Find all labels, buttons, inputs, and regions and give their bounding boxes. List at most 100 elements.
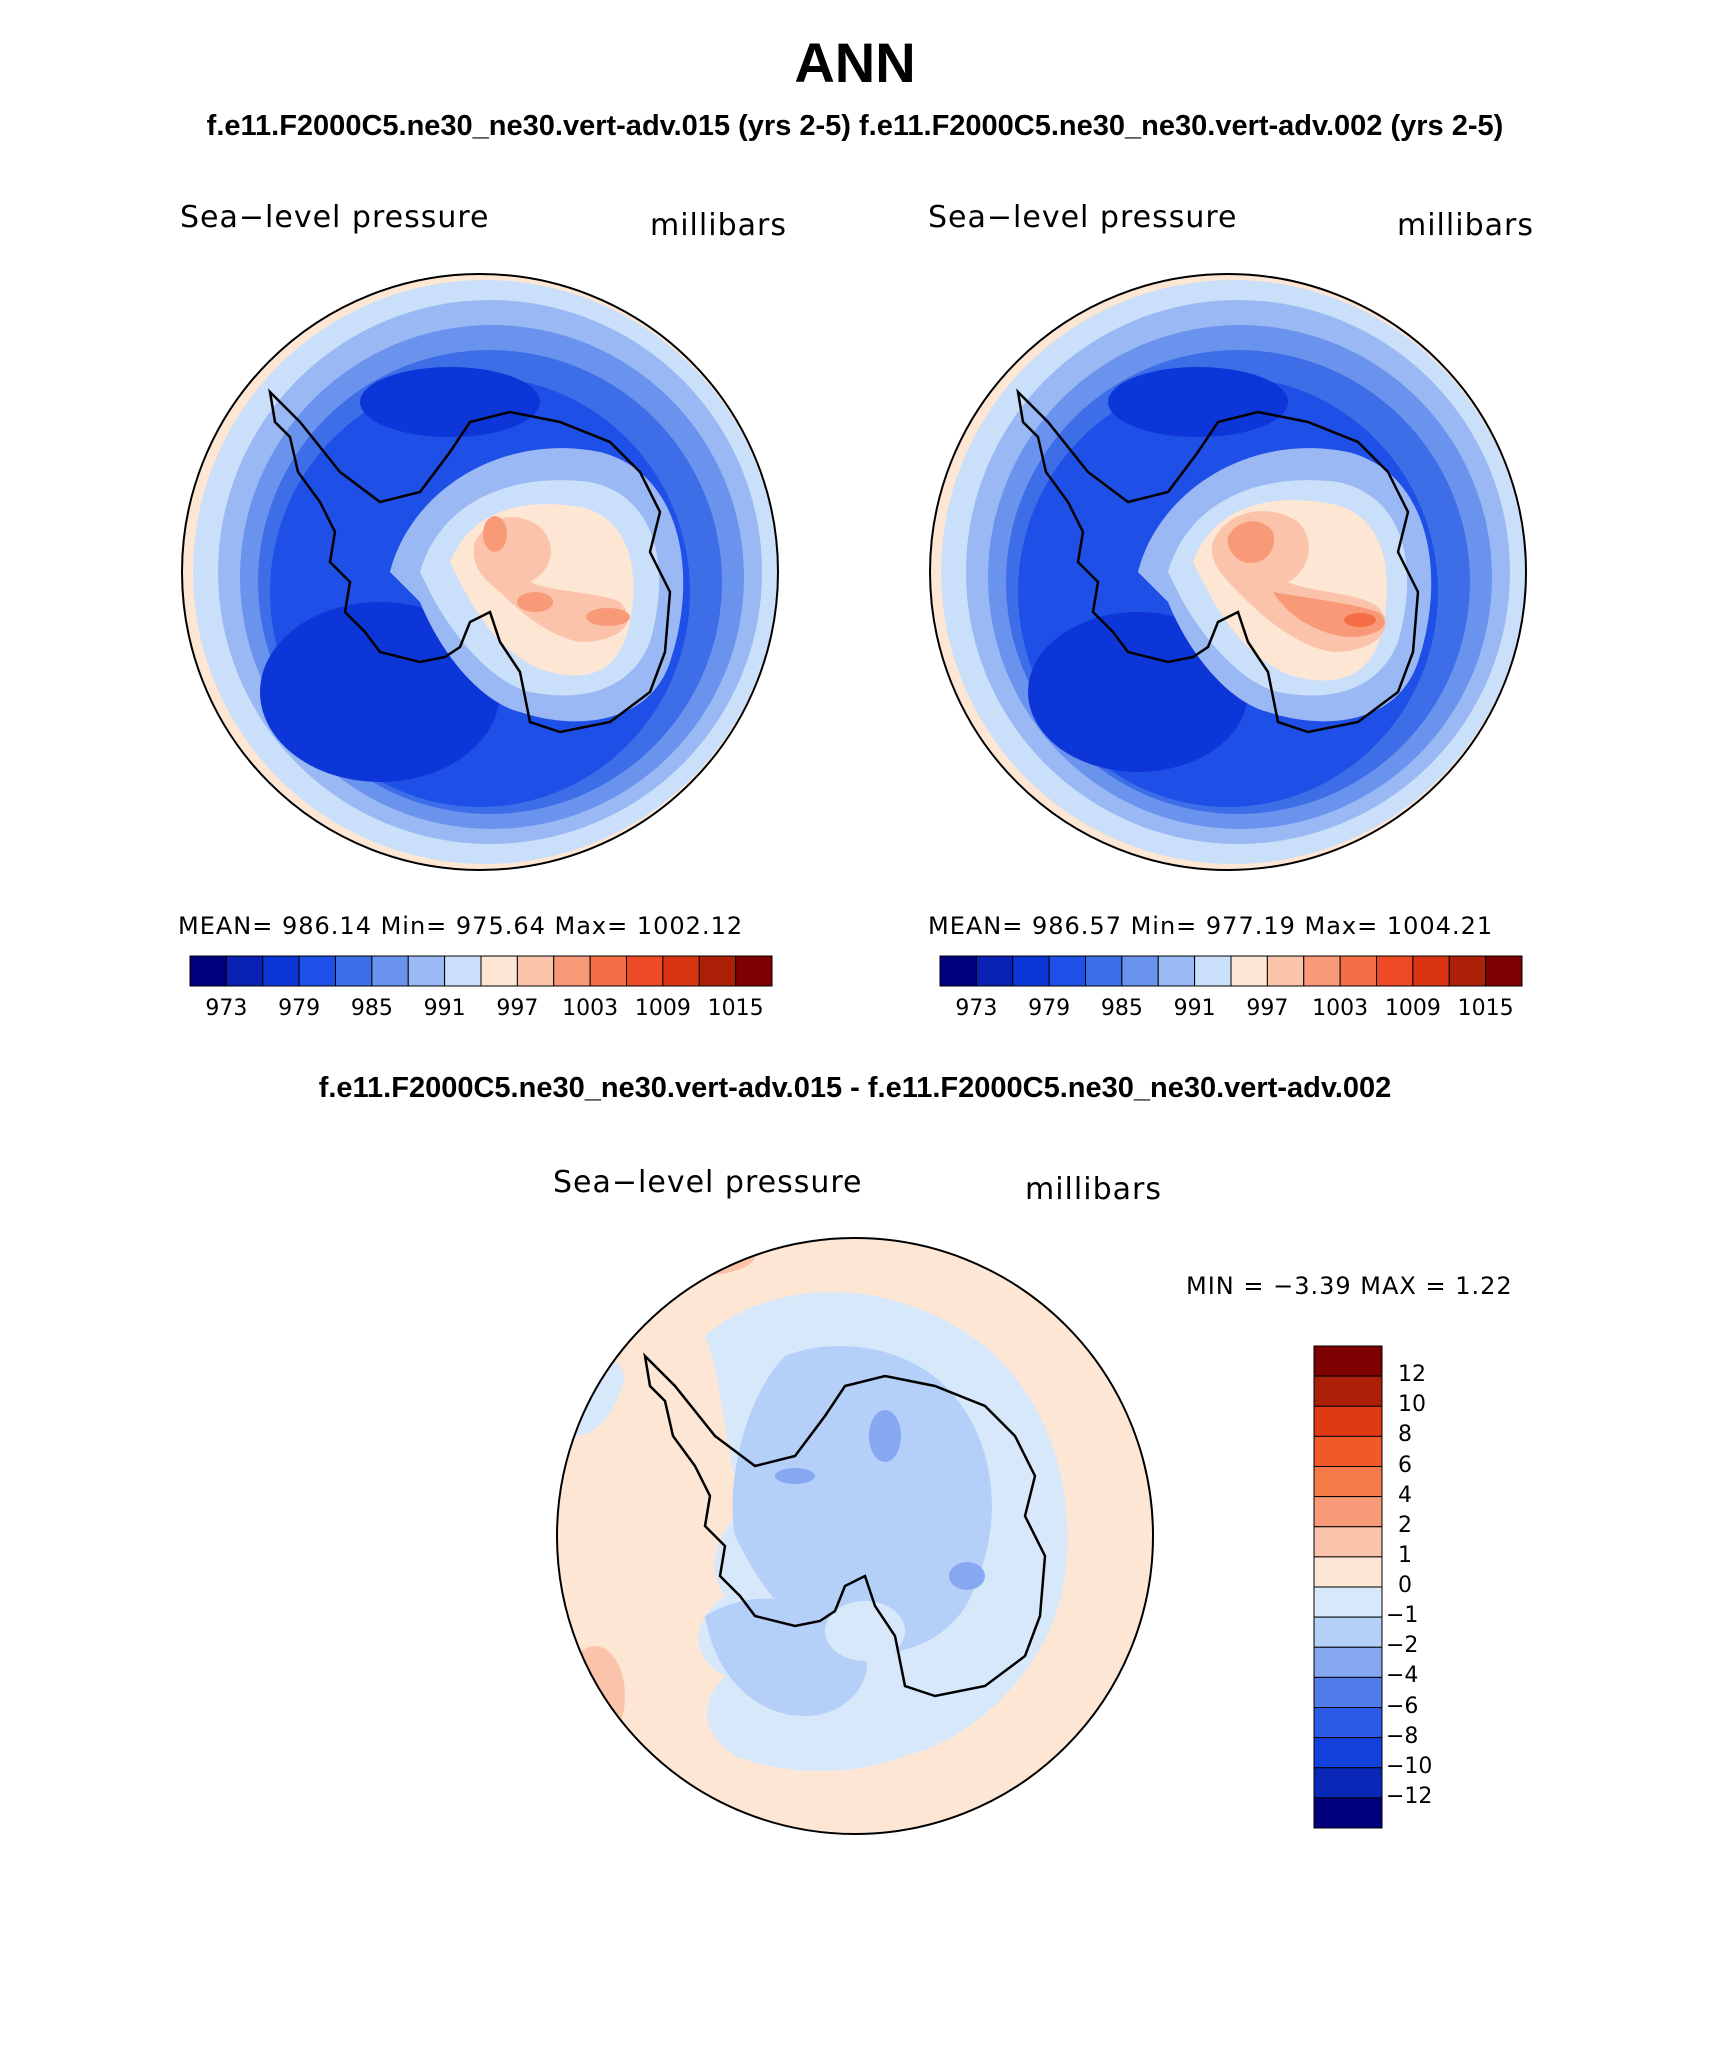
difference-title: f.e11.F2000C5.ne30_ne30.vert-adv.015 - f… bbox=[318, 1072, 1392, 1104]
colorbar-tick-label: 985 bbox=[1100, 996, 1143, 1021]
colorbar-tick-label: 10 bbox=[1398, 1392, 1426, 1418]
colorbar-tick-label: 1015 bbox=[1457, 996, 1514, 1021]
colorbar-swatch bbox=[1048, 955, 1086, 987]
colorbar-swatch bbox=[1012, 955, 1050, 987]
colorbar-swatch bbox=[1313, 1586, 1383, 1618]
difference-variable-label: Sea−level pressure bbox=[553, 1165, 863, 1200]
colorbar-tick-label: 985 bbox=[350, 996, 393, 1021]
colorbar-swatch bbox=[1313, 1767, 1383, 1799]
colorbar-swatch bbox=[371, 955, 409, 987]
colorbar-swatch bbox=[1266, 955, 1305, 987]
colorbar-swatch bbox=[1313, 1405, 1383, 1437]
colorbar-tick-label: 6 bbox=[1398, 1452, 1412, 1478]
panel1-polar-map bbox=[181, 273, 779, 871]
colorbar-swatch bbox=[262, 955, 300, 987]
colorbar-tick-label: −8 bbox=[1386, 1723, 1419, 1749]
difference-minmax: MIN = −3.39 MAX = 1.22 bbox=[1186, 1272, 1513, 1300]
colorbar-swatch bbox=[1230, 955, 1268, 987]
colorbar-swatch bbox=[335, 955, 373, 987]
colorbar-swatch bbox=[1313, 1616, 1383, 1648]
colorbar-swatch bbox=[662, 955, 700, 987]
colorbar-swatch bbox=[589, 955, 627, 987]
difference-polar-map bbox=[556, 1237, 1154, 1835]
panel1-units-label: millibars bbox=[650, 208, 787, 243]
colorbar-swatch bbox=[975, 955, 1014, 987]
panel1-stats: MEAN= 986.14 Min= 975.64 Max= 1002.12 bbox=[178, 912, 744, 940]
panel2-units-label: millibars bbox=[1397, 208, 1534, 243]
colorbar-tick-label: 1 bbox=[1398, 1542, 1412, 1568]
colorbar-tick-label: −10 bbox=[1386, 1753, 1433, 1779]
colorbar-swatch bbox=[1313, 1496, 1383, 1528]
colorbar-swatch bbox=[1313, 1707, 1383, 1739]
colorbar-tick-label: 991 bbox=[1173, 996, 1216, 1021]
colorbar-tick-label: 8 bbox=[1398, 1422, 1412, 1448]
colorbar-swatch bbox=[1194, 955, 1232, 987]
colorbar-tick-label: 979 bbox=[1028, 996, 1071, 1021]
colorbar-swatch bbox=[407, 955, 446, 987]
colorbar-swatch bbox=[516, 955, 555, 987]
colorbar-tick-label: 1003 bbox=[562, 996, 619, 1021]
colorbar-swatch bbox=[189, 955, 227, 987]
panel2-stats: MEAN= 986.57 Min= 977.19 Max= 1004.21 bbox=[928, 912, 1494, 940]
colorbar-swatch bbox=[1313, 1435, 1383, 1467]
colorbar-swatch bbox=[1313, 1737, 1383, 1769]
colorbar-tick-label: 979 bbox=[278, 996, 321, 1021]
colorbar-tick-label: 1009 bbox=[1384, 996, 1441, 1021]
colorbar-swatch bbox=[1157, 955, 1196, 987]
colorbar-tick-label: 1003 bbox=[1312, 996, 1369, 1021]
colorbar-swatch bbox=[298, 955, 336, 987]
colorbar-tick-label: 0 bbox=[1398, 1573, 1412, 1598]
panel2-colorbar-ticks: 973 979 985 991 997 1003 1009 1015 bbox=[940, 996, 1522, 1026]
colorbar-swatch bbox=[735, 955, 773, 987]
colorbar-tick-label: −12 bbox=[1386, 1783, 1433, 1809]
colorbar-tick-label: 991 bbox=[423, 996, 466, 1021]
colorbar-swatch bbox=[1085, 955, 1123, 987]
colorbar-swatch bbox=[1313, 1646, 1383, 1678]
colorbar-swatch bbox=[1412, 955, 1450, 987]
colorbar-tick-label: 1015 bbox=[707, 996, 764, 1021]
colorbar-swatch bbox=[1303, 955, 1341, 987]
colorbar-swatch bbox=[1313, 1676, 1383, 1708]
colorbar-swatch bbox=[1448, 955, 1487, 987]
panel1-variable-label: Sea−level pressure bbox=[180, 200, 490, 235]
figure-subtitle: f.e11.F2000C5.ne30_ne30.vert-adv.015 (yr… bbox=[206, 110, 1504, 142]
colorbar-swatch bbox=[1313, 1345, 1383, 1377]
colorbar-tick-label: 2 bbox=[1398, 1512, 1412, 1538]
panel2-polar-map bbox=[929, 273, 1527, 871]
colorbar-tick-label: −1 bbox=[1386, 1603, 1419, 1629]
colorbar-swatch bbox=[1121, 955, 1159, 987]
difference-units-label: millibars bbox=[1025, 1172, 1162, 1207]
difference-colorbar bbox=[1313, 1345, 1383, 1829]
colorbar-tick-label: 4 bbox=[1398, 1482, 1412, 1508]
colorbar-tick-label: 1009 bbox=[634, 996, 691, 1021]
panel2-colorbar bbox=[939, 955, 1523, 987]
panel1-colorbar bbox=[189, 955, 773, 987]
colorbar-swatch bbox=[1313, 1466, 1383, 1498]
colorbar-tick-label: 12 bbox=[1398, 1362, 1426, 1388]
colorbar-swatch bbox=[939, 955, 977, 987]
colorbar-swatch bbox=[1339, 955, 1377, 987]
colorbar-tick-label: 973 bbox=[205, 996, 248, 1021]
colorbar-swatch bbox=[1376, 955, 1414, 987]
colorbar-swatch bbox=[553, 955, 591, 987]
colorbar-swatch bbox=[444, 955, 482, 987]
colorbar-tick-label: 997 bbox=[1246, 996, 1289, 1021]
colorbar-tick-label: −2 bbox=[1386, 1633, 1419, 1659]
colorbar-swatch bbox=[1313, 1556, 1383, 1588]
colorbar-swatch bbox=[626, 955, 664, 987]
panel2-variable-label: Sea−level pressure bbox=[928, 200, 1238, 235]
colorbar-swatch bbox=[1313, 1797, 1383, 1829]
colorbar-tick-label: −4 bbox=[1386, 1663, 1419, 1689]
colorbar-swatch bbox=[1313, 1375, 1383, 1407]
colorbar-tick-label: −6 bbox=[1386, 1693, 1419, 1719]
colorbar-swatch bbox=[225, 955, 264, 987]
colorbar-tick-label: 973 bbox=[955, 996, 998, 1021]
figure-title: ANN bbox=[794, 31, 916, 94]
colorbar-swatch bbox=[480, 955, 518, 987]
colorbar-swatch bbox=[1485, 955, 1523, 987]
difference-colorbar-ticks: 12 10 8 6 4 2 1 0 −1 −2 −4 −6 −8 −10 −12 bbox=[1386, 1346, 1472, 1828]
panel1-colorbar-ticks: 973 979 985 991 997 1003 1009 1015 bbox=[190, 996, 772, 1026]
colorbar-swatch bbox=[698, 955, 737, 987]
colorbar-swatch bbox=[1313, 1526, 1383, 1558]
colorbar-tick-label: 997 bbox=[496, 996, 539, 1021]
